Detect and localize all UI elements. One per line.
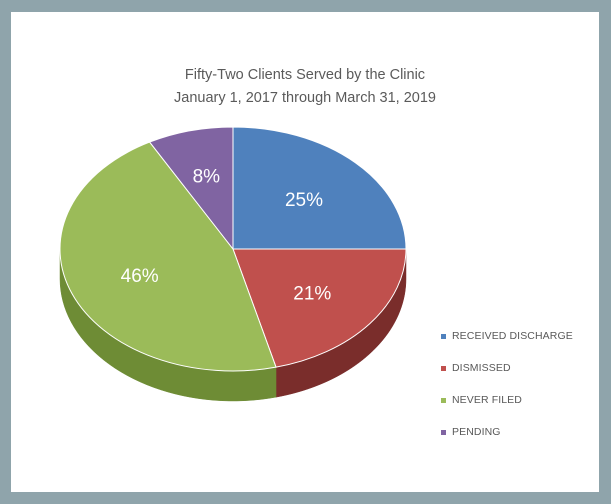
legend-label-3: PENDING xyxy=(452,426,501,438)
legend-label-1: DISMISSED xyxy=(452,362,511,374)
pie-slice-3 xyxy=(148,126,234,251)
legend-swatch-2 xyxy=(441,397,446,403)
legend-item-2: NEVER FILED xyxy=(441,392,573,408)
pie-slice-2 xyxy=(59,141,277,372)
chart-subtitle: January 1, 2017 through March 31, 2019 xyxy=(174,90,436,106)
legend-swatch-1 xyxy=(441,365,446,371)
legend-item-3: PENDING xyxy=(441,424,573,440)
legend-label-2: NEVER FILED xyxy=(452,394,522,406)
legend-swatch-0 xyxy=(441,333,446,339)
pie-slice-0 xyxy=(232,126,407,250)
pie-chart: 25% 21% 46% 8% xyxy=(59,126,407,402)
pie-data-label-0: 25% xyxy=(285,190,323,211)
chart-frame: Fifty-Two Clients Served by the Clinic J… xyxy=(11,12,599,492)
pie-data-label-1: 21% xyxy=(293,283,331,304)
chart-legend: RECEIVED DISCHARGE DISMISSED NEVER FILED PE… xyxy=(441,328,573,456)
pie-slice-1 xyxy=(232,248,407,368)
pie-data-label-2: 46% xyxy=(121,266,159,287)
chart-title: Fifty-Two Clients Served by the Clinic xyxy=(184,67,426,83)
chart-title-block: Fifty-Two Clients Served by the Clinic J… xyxy=(11,64,599,110)
legend-label-0: RECEIVED DISCHARGE xyxy=(452,330,573,342)
pie-data-label-3: 8% xyxy=(193,167,221,188)
legend-item-0: RECEIVED DISCHARGE xyxy=(441,328,573,344)
legend-swatch-3 xyxy=(441,429,446,435)
legend-item-1: DISMISSED xyxy=(441,360,573,376)
